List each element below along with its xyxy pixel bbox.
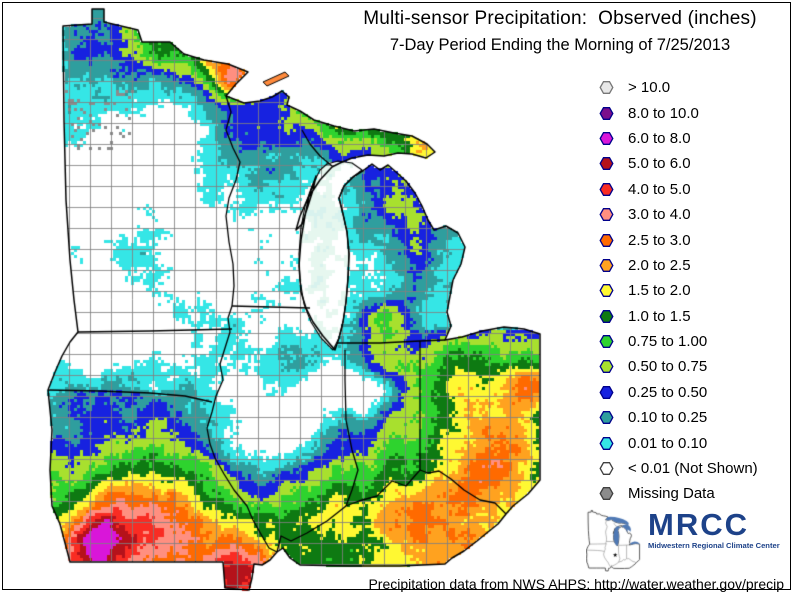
legend-label: Missing Data [628, 485, 715, 503]
legend-label: 5.0 to 6.0 [628, 155, 691, 173]
title-block: Multi-sensor Precipitation: Observed (in… [330, 8, 790, 55]
legend-label: < 0.01 (Not Shown) [628, 460, 758, 478]
legend-row: 0.50 to 0.75 [599, 354, 758, 379]
legend-label: 2.0 to 2.5 [628, 256, 691, 274]
legend-hexagon-swatch [599, 233, 614, 247]
legend-row: 0.10 to 0.25 [599, 405, 758, 430]
legend-row: 0.25 to 0.50 [599, 380, 758, 405]
legend-label: 0.50 to 0.75 [628, 358, 708, 376]
legend-hexagon-swatch [599, 132, 614, 145]
legend-label: 8.0 to 10.0 [628, 104, 699, 122]
legend-hexagon-swatch [599, 182, 614, 196]
legend-label: 0.10 to 0.25 [628, 409, 708, 427]
page-title: Multi-sensor Precipitation: Observed (in… [363, 8, 757, 29]
legend-row: Missing Data [599, 481, 758, 506]
legend-hexagon-swatch [599, 462, 614, 475]
legend-row: 3.0 to 4.0 [599, 202, 758, 227]
legend-row: 2.0 to 2.5 [599, 253, 758, 278]
legend-hexagon-swatch [599, 208, 614, 222]
legend-hexagon-swatch [599, 309, 614, 323]
legend-row: 2.5 to 3.0 [599, 227, 758, 252]
mrcc-logo-name: Midwestern Regional Climate Center [648, 541, 780, 550]
mrcc-logo: MRCC Midwestern Regional Climate Center [586, 508, 780, 572]
legend-row: 1.0 to 1.5 [599, 304, 758, 329]
legend-row: 0.01 to 0.10 [599, 430, 758, 455]
page-border-frame [2, 2, 791, 590]
precipitation-legend: > 10.0 8.0 to 10.0 6.0 to 8.0 5.0 to 6.0 [599, 75, 758, 507]
legend-label: 0.25 to 0.50 [628, 383, 708, 401]
legend-row: > 10.0 [599, 75, 758, 100]
legend-row: 4.0 to 5.0 [599, 177, 758, 202]
legend-row: 0.75 to 1.00 [599, 329, 758, 354]
mrcc-logo-midwest-map-icon [586, 508, 644, 572]
legend-row: 5.0 to 6.0 [599, 151, 758, 176]
mrcc-logo-text: MRCC Midwestern Regional Climate Center [648, 507, 780, 550]
legend-label: 0.75 to 1.00 [628, 333, 708, 351]
legend-hexagon-swatch [599, 106, 614, 120]
legend-hexagon-swatch [599, 284, 614, 298]
legend-label: 2.5 to 3.0 [628, 231, 691, 249]
legend-row: 8.0 to 10.0 [599, 100, 758, 125]
legend-hexagon-swatch [599, 157, 614, 171]
legend-label: 1.5 to 2.0 [628, 282, 691, 300]
legend-hexagon-swatch [599, 258, 614, 272]
legend-hexagon-swatch [599, 411, 614, 425]
legend-row: 6.0 to 8.0 [599, 126, 758, 151]
data-source-note: Precipitation data from NWS AHPS: http:/… [368, 576, 784, 592]
legend-label: 6.0 to 8.0 [628, 129, 691, 147]
legend-label: 1.0 to 1.5 [628, 307, 691, 325]
legend-hexagon-swatch [599, 487, 614, 501]
legend-label: > 10.0 [628, 79, 671, 97]
legend-hexagon-swatch [599, 81, 614, 95]
legend-hexagon-swatch [599, 360, 614, 374]
legend-hexagon-swatch [599, 436, 614, 450]
legend-label: 4.0 to 5.0 [628, 180, 691, 198]
legend-label: 3.0 to 4.0 [628, 206, 691, 224]
legend-row: < 0.01 (Not Shown) [599, 456, 758, 481]
legend-row: 1.5 to 2.0 [599, 278, 758, 303]
legend-hexagon-swatch [599, 335, 614, 349]
page-subtitle: 7-Day Period Ending the Morning of 7/25/… [389, 36, 731, 54]
mrcc-logo-acronym: MRCC [648, 507, 749, 542]
legend-label: 0.01 to 0.10 [628, 434, 708, 452]
legend-hexagon-swatch [599, 385, 614, 399]
